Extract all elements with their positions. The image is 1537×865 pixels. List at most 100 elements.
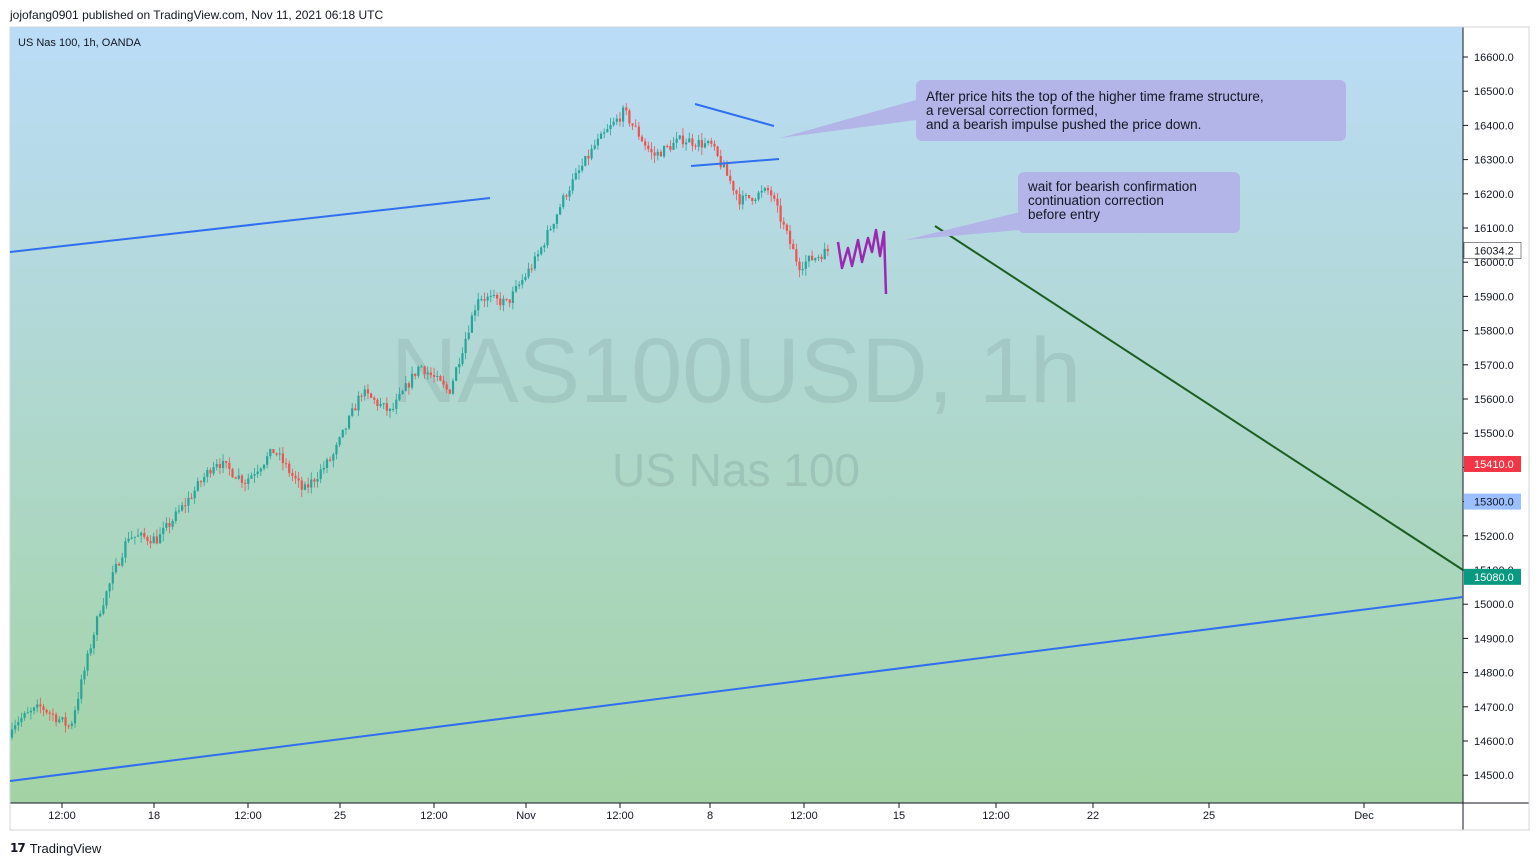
candle-body [744, 194, 748, 196]
time-tick-label: 12:00 [790, 810, 818, 822]
candle-body [527, 268, 530, 277]
candle-body [23, 713, 26, 718]
candle-body [67, 725, 70, 727]
candle-body [338, 437, 341, 445]
candle-body [593, 145, 596, 149]
candle-body [499, 298, 502, 306]
candle-body [127, 538, 130, 542]
candle-body [785, 224, 788, 231]
candle-body [508, 299, 511, 303]
candle-body [130, 537, 133, 539]
candle-body [247, 478, 250, 484]
candle-body [95, 616, 99, 635]
candle-body [656, 151, 659, 156]
candle-body [89, 648, 92, 654]
candle-body [817, 256, 820, 259]
candle-body [102, 605, 105, 614]
time-axis[interactable]: 12:00 18 12:00 25 12:00 Nov 12:00 8 12:00 15 12:00… [48, 803, 1374, 822]
candle-body [770, 190, 773, 196]
candle-body [587, 156, 590, 159]
candle-body [341, 429, 344, 438]
candle-body [152, 536, 155, 544]
price-label-box [1463, 242, 1522, 259]
footer-brand[interactable]: TradingView [29, 840, 102, 856]
candle-body [193, 490, 196, 499]
projection-line[interactable] [934, 225, 1464, 571]
candle-body [609, 125, 612, 130]
candle-body [455, 367, 458, 381]
candle-body [735, 190, 738, 194]
candle-body [814, 258, 817, 261]
candle-body [218, 464, 221, 468]
candle-body [521, 279, 524, 285]
candle-body [253, 474, 256, 476]
candle-body [17, 722, 20, 726]
candle-body [451, 380, 455, 394]
candle-body [659, 151, 662, 157]
candle-body [590, 148, 593, 159]
price-tick-label: 16300.0 [1474, 155, 1514, 167]
candle-body [625, 107, 628, 111]
candlestick-series [10, 103, 829, 740]
callout-2-box[interactable] [1018, 172, 1240, 233]
candle-body [36, 704, 39, 708]
time-tick-label: 12:00 [982, 810, 1010, 822]
candle-body [461, 353, 464, 364]
candle-body [284, 463, 288, 465]
candle-body [826, 248, 829, 252]
candle-body [555, 214, 559, 224]
candle-body [39, 704, 42, 707]
lower-trendline[interactable] [9, 596, 1464, 782]
candle-body [823, 248, 826, 260]
candle-body [782, 221, 785, 225]
candle-body [738, 193, 741, 205]
candle-body [612, 121, 615, 126]
candle-body [439, 376, 442, 381]
upper-trendline[interactable] [9, 197, 491, 253]
triangle-upper-line[interactable] [694, 103, 775, 127]
price-tick-label: 14900.0 [1474, 633, 1514, 645]
candle-body [729, 175, 732, 181]
candle-body [691, 138, 694, 146]
candle-body [798, 261, 801, 271]
candle-body [719, 155, 722, 168]
candle-body [436, 376, 439, 378]
price-tick-label: 14700.0 [1474, 702, 1514, 714]
candle-body [540, 247, 543, 255]
price-axis-background[interactable] [1463, 27, 1529, 803]
candle-body [681, 135, 685, 145]
candle-body [42, 706, 45, 710]
candle-body [640, 136, 644, 142]
candle-body [70, 723, 73, 727]
candle-body [722, 164, 725, 168]
callout-1-box[interactable] [916, 80, 1346, 141]
callout-2-line1: wait for bearish confirmation [1027, 179, 1197, 194]
candle-body [244, 482, 247, 484]
price-tick-label: 16000.0 [1474, 257, 1514, 269]
candle-body [511, 291, 514, 303]
price-label-text: 15410.0 [1474, 459, 1514, 471]
candle-body [763, 188, 766, 191]
candle-body [700, 140, 703, 148]
candle-body [325, 459, 329, 468]
candle-body [480, 299, 483, 301]
price-tick-label: 14600.0 [1474, 736, 1514, 748]
callout-1-line1: After price hits the top of the higher t… [926, 89, 1264, 104]
triangle-lower-line[interactable] [690, 158, 780, 167]
candle-body [250, 475, 253, 479]
candle-body [61, 717, 64, 720]
tradingview-logo-icon[interactable]: 17 [10, 841, 26, 855]
candle-body [48, 712, 51, 714]
chart-plot-background[interactable] [10, 27, 1463, 803]
candle-body [618, 118, 622, 122]
price-tick-label: 14500.0 [1474, 770, 1514, 782]
candle-body [10, 729, 14, 738]
candle-body [155, 536, 158, 544]
projected-wave-scribble[interactable] [836, 228, 888, 295]
candle-body [414, 373, 417, 376]
candle-body [543, 245, 546, 248]
time-axis-background[interactable] [10, 803, 1529, 830]
candle-body [190, 497, 193, 499]
candle-body [29, 710, 32, 713]
